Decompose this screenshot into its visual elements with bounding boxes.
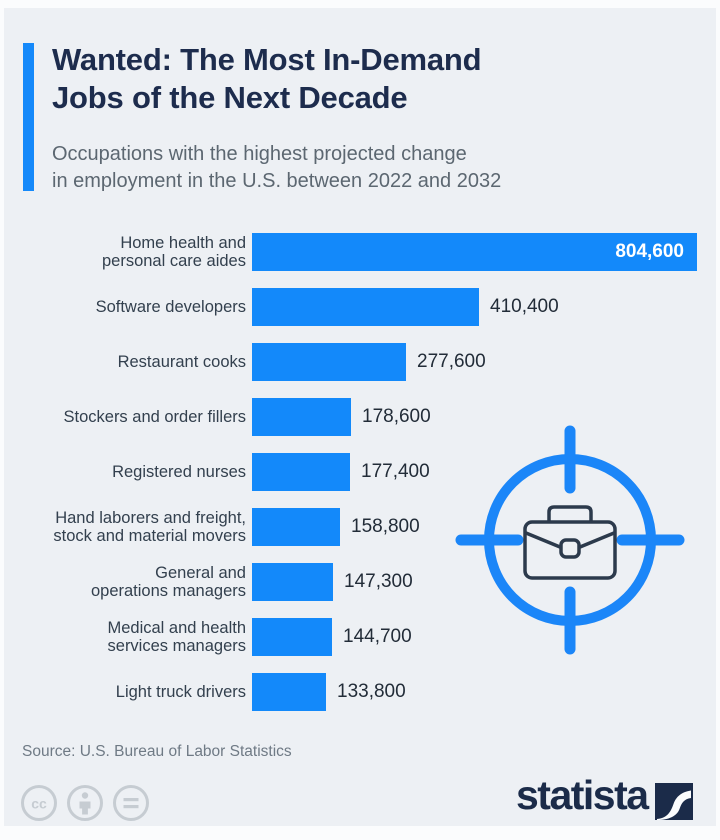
creative-commons-icon: cc [21, 785, 57, 821]
bar-row: Hand laborers and freight, stock and mate… [0, 508, 720, 546]
bar [252, 508, 340, 546]
category-label: Medical and health services managers [107, 618, 246, 656]
page-title: Wanted: The Most In-Demand Jobs of the N… [52, 41, 692, 117]
bar-row: Medical and health services managers 144,7… [0, 618, 720, 656]
source-note: Source: U.S. Bureau of Labor Statistics [22, 743, 292, 760]
bar-row: Stockers and order fillers 178,600 [0, 398, 720, 436]
category-label: Light truck drivers [115, 682, 246, 701]
bar-row: Light truck drivers 133,800 [0, 673, 720, 711]
statista-logo: statista [516, 772, 693, 820]
statista-mark-icon [654, 783, 693, 820]
title-accent-bar [23, 43, 34, 191]
bar-value: 133,800 [337, 681, 406, 702]
target-briefcase-icon [455, 425, 685, 655]
category-label: General and operations managers [90, 563, 246, 601]
category-label: Registered nurses [112, 462, 246, 481]
category-label: Home health and personal care aides [101, 233, 246, 271]
bar [252, 673, 326, 711]
bar-value: 158,800 [351, 516, 420, 537]
bar [252, 563, 333, 601]
bar-row: Registered nurses 177,400 [0, 453, 720, 491]
bar-value: 144,700 [343, 626, 412, 647]
bar [252, 618, 332, 656]
bar-row: General and operations managers 147,300 [0, 563, 720, 601]
category-label: Software developers [95, 297, 246, 316]
bar-row: Restaurant cooks 277,600 [0, 343, 720, 381]
statista-wordmark: statista [516, 772, 649, 818]
title-line-2: Jobs of the Next Decade [52, 80, 408, 115]
license-icons: cc [20, 784, 150, 822]
bar [252, 398, 351, 436]
bar-value: 147,300 [344, 571, 413, 592]
category-label: Stockers and order fillers [63, 407, 247, 426]
bar [252, 453, 350, 491]
category-label: Hand laborers and freight, stock and mate… [53, 508, 246, 546]
no-derivatives-icon [113, 785, 149, 821]
bar-row: Home health and personal care aides 804,60… [0, 233, 720, 271]
card-background [4, 8, 716, 826]
title-line-1: Wanted: The Most In-Demand [52, 42, 482, 77]
svg-text:cc: cc [31, 796, 47, 812]
category-label: Restaurant cooks [117, 352, 246, 371]
page-subtitle: Occupations with the highest projected c… [52, 141, 692, 195]
bar-value: 178,600 [362, 406, 431, 427]
bar-value: 410,400 [490, 296, 559, 317]
subtitle-line-2: in employment in the U.S. between 2022 a… [52, 170, 502, 192]
subtitle-line-1: Occupations with the highest projected c… [52, 143, 467, 165]
attribution-icon [67, 785, 103, 821]
briefcase-icon [523, 505, 617, 580]
bar-chart: Home health and personal care aides 804,60… [0, 233, 720, 711]
bar-value: 277,600 [417, 351, 486, 372]
bar-value: 177,400 [361, 461, 430, 482]
bar [252, 343, 406, 381]
bar [252, 288, 479, 326]
bar-value: 804,600 [615, 241, 684, 262]
bar-row: Software developers 410,400 [0, 288, 720, 326]
bar: 804,600 [252, 233, 697, 271]
